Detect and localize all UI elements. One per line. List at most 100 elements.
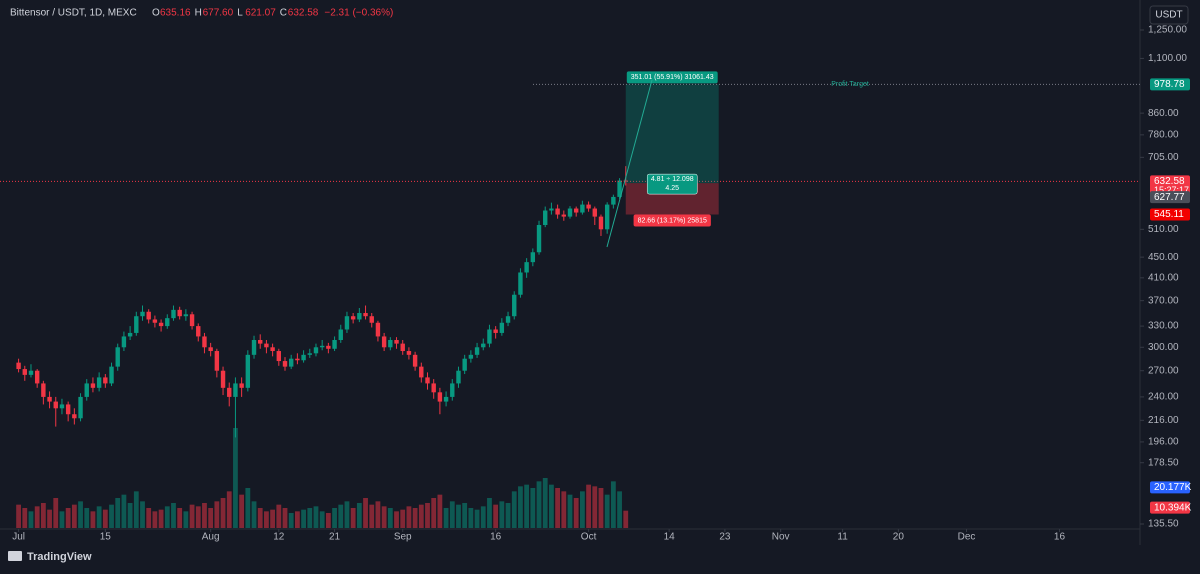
- volume-bar: [524, 484, 530, 528]
- volume-bar: [505, 503, 511, 528]
- volume-bar: [40, 503, 46, 528]
- candle-body: [307, 353, 312, 355]
- candle-body: [419, 366, 424, 378]
- y-tick-label: 780.00: [1148, 129, 1179, 140]
- volume-bar: [28, 511, 34, 528]
- x-tick-label: 14: [664, 532, 676, 543]
- y-tick-label: 860.00: [1148, 108, 1179, 119]
- volume-bar: [226, 491, 232, 528]
- volume-bar: [536, 481, 542, 528]
- volume-bar: [276, 504, 282, 528]
- volume-bar: [177, 508, 183, 528]
- candle-body: [115, 347, 120, 367]
- candle-body: [140, 311, 145, 317]
- volume-bar: [381, 506, 387, 528]
- volume-bar: [245, 488, 251, 528]
- candle-body: [301, 354, 306, 361]
- candle-body: [611, 196, 616, 205]
- volume-bar: [294, 511, 300, 528]
- volume-bar: [549, 484, 554, 528]
- volume-bar: [586, 484, 591, 528]
- volume-bar: [140, 501, 145, 528]
- candle-body: [462, 358, 467, 371]
- candle-body: [468, 354, 474, 359]
- volume-bar: [487, 498, 492, 528]
- candle-body: [412, 354, 418, 367]
- volume-bar: [171, 503, 176, 528]
- volume-tag-box: [1150, 501, 1190, 514]
- candle-body: [425, 377, 430, 384]
- volume-bar: [412, 508, 418, 528]
- last-price-tag: 632.58: [1154, 176, 1185, 187]
- candle-body: [146, 311, 151, 320]
- profit-target-label: Profit Target: [831, 81, 869, 88]
- volume-tag: 10.394K: [1154, 502, 1192, 513]
- volume-bar: [307, 508, 313, 528]
- volume-bar: [462, 503, 468, 528]
- candle-body: [350, 316, 356, 320]
- candle-body: [258, 339, 263, 344]
- candle-body: [474, 347, 480, 355]
- volume-bar: [406, 506, 412, 528]
- candle-body: [78, 396, 83, 419]
- y-tick-label: 240.00: [1148, 392, 1179, 403]
- candle-body: [134, 316, 139, 333]
- candle-body: [233, 383, 238, 397]
- candle-body: [319, 345, 325, 348]
- y-tick-label: 216.00: [1148, 415, 1179, 426]
- candle-body: [481, 343, 486, 348]
- volume-bar: [152, 511, 158, 528]
- candle-body: [109, 366, 114, 384]
- ohlc-value: 677.60: [203, 8, 234, 19]
- volume-bar: [102, 509, 108, 528]
- y-tick-label: 370.00: [1148, 295, 1179, 306]
- y-tick-label: 135.50: [1148, 519, 1179, 530]
- candle-body: [567, 208, 573, 217]
- volume-bar: [425, 503, 430, 528]
- volume-bar: [363, 498, 368, 528]
- candle-body: [28, 370, 34, 375]
- volume-bar: [313, 506, 319, 528]
- candle-body: [65, 404, 71, 415]
- x-tick-label: 15: [100, 532, 112, 543]
- candle-body: [326, 345, 331, 349]
- volume-bar: [511, 491, 517, 528]
- y-tick-label: 1,250.00: [1148, 25, 1187, 36]
- stop-tag-box: [1150, 208, 1190, 221]
- candle-body: [227, 387, 232, 397]
- x-tick-label: 23: [719, 532, 731, 543]
- candle-body: [443, 396, 449, 402]
- candle-body: [270, 347, 275, 352]
- y-tick-label: 330.00: [1148, 321, 1179, 332]
- candle-body: [512, 294, 517, 317]
- volume-bar: [344, 501, 350, 528]
- candle-body: [493, 329, 498, 333]
- trend-line: [606, 79, 653, 248]
- volume-bar: [146, 508, 152, 528]
- ohlc-value: 621.07: [245, 8, 276, 19]
- volume-bar: [84, 508, 90, 528]
- volume-bar: [90, 511, 96, 528]
- volume-bar: [239, 494, 245, 528]
- volume-bar: [121, 494, 127, 528]
- candle-body: [543, 210, 548, 225]
- volume-bar: [573, 498, 579, 528]
- candle-body: [196, 326, 201, 337]
- candle-body: [555, 208, 560, 215]
- brand: TradingView: [27, 551, 92, 563]
- candle-body: [158, 322, 164, 327]
- volume-bar: [264, 511, 269, 528]
- volume-bar: [47, 509, 52, 528]
- x-tick-label: 12: [273, 532, 285, 543]
- candle-body: [623, 180, 628, 182]
- stop-label: 82.66 (13.17%) 25815: [638, 217, 707, 224]
- volume-bar: [623, 510, 629, 528]
- candle-body: [22, 369, 27, 375]
- currency[interactable]: USDT: [1155, 10, 1182, 21]
- currency-box[interactable]: [1149, 5, 1189, 25]
- ohlc-key: L: [237, 8, 243, 19]
- target-tag-box: [1150, 78, 1190, 91]
- candle-body: [282, 361, 288, 367]
